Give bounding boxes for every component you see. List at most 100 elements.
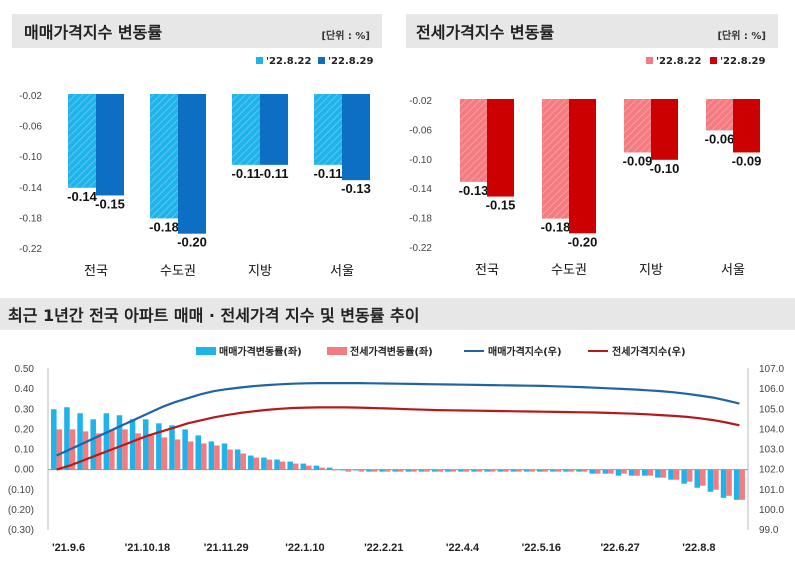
p2-bar-label-2-1: -0.10 xyxy=(650,161,680,176)
trend-bar-0-52 xyxy=(733,469,740,500)
trend-bar-0-41 xyxy=(589,469,595,474)
trend-bar-0-28 xyxy=(418,469,425,472)
trend-left-tick-2: 0.30 xyxy=(15,404,35,415)
trend-x-tick-8: '22.8.8 xyxy=(682,542,715,554)
trend-bar-1-11 xyxy=(201,443,207,470)
p2-bar-0-1 xyxy=(487,99,514,197)
p2-bar-label-3-1: -0.09 xyxy=(732,153,762,168)
trend-x-tick-6: '22.5.16 xyxy=(522,542,561,554)
p1-ytick-2: -0.10 xyxy=(19,152,42,163)
trend-left-tick-8: (0.30) xyxy=(8,525,34,536)
trend-x-tick-0: '21.9.6 xyxy=(52,542,85,554)
trend-bar-1-15 xyxy=(253,457,260,470)
trend-bar-0-11 xyxy=(195,435,202,470)
trend-bar-0-49 xyxy=(694,469,701,488)
sale-legend: '22.8.22 '22.8.29 xyxy=(256,56,373,67)
trend-legend-label-jeonse-change: 전세가격변동률(좌) xyxy=(350,345,433,358)
trend-title-bar xyxy=(0,298,795,330)
trend-bar-0-15 xyxy=(248,455,254,470)
trend-bar-0-44 xyxy=(628,469,635,476)
trend-bar-1-36 xyxy=(529,469,535,472)
p1-category-2: 지방 xyxy=(248,264,272,279)
trend-line-sale-index xyxy=(56,382,740,457)
trend-bar-0-38 xyxy=(550,469,556,472)
trend-left-axis: 0.50 0.40 0.30 0.20 0.10 0.00 (0.10) (0.20) (0.3… xyxy=(8,364,35,536)
trend-bar-0-1 xyxy=(64,407,70,470)
trend-bar-1-26 xyxy=(398,469,404,472)
trend-bar-0-50 xyxy=(707,469,714,492)
jeonse-categories: 전국 수도권 지방 서울 xyxy=(475,263,745,278)
p2-bar-label-1-0: -0.18 xyxy=(541,220,571,235)
p2-bar-3-0 xyxy=(706,99,733,131)
p2-ytick-5: -0.22 xyxy=(409,243,432,254)
trend-bar-0-17 xyxy=(274,459,280,470)
p1-bar-label-0-1: -0.15 xyxy=(95,196,125,211)
trend-legend: 매매가격변동률(좌) 전세가격변동률(좌) 매매가격지수(우) 전세가격지수(우… xyxy=(196,345,686,358)
p2-ytick-4: -0.18 xyxy=(409,214,432,225)
p2-bar-label-0-1: -0.15 xyxy=(486,198,516,213)
trend-bar-0-21 xyxy=(326,467,333,470)
trend-bar-0-5 xyxy=(116,415,123,470)
trend-right-tick-1: 106.0 xyxy=(759,384,784,395)
trend-bar-0-33 xyxy=(484,469,490,472)
trend-bar-1-32 xyxy=(476,469,483,472)
trend-left-tick-6: (0.10) xyxy=(8,485,34,496)
trend-bar-0-14 xyxy=(234,449,241,470)
trend-bar-1-24 xyxy=(371,469,378,472)
trend-bar-1-12 xyxy=(214,445,220,470)
jeonse-legend-swatch-1 xyxy=(710,57,717,64)
trend-legend-swatch-jeonse-change xyxy=(327,347,347,355)
p2-bar-2-1 xyxy=(651,99,678,160)
trend-legend-label-sale-change: 매매가격변동률(좌) xyxy=(219,345,302,358)
sale-y-axis: -0.02 -0.06 -0.10 -0.14 -0.18 -0.22 xyxy=(19,91,42,255)
trend-left-tick-5: 0.00 xyxy=(15,465,35,476)
trend-right-tick-5: 102.0 xyxy=(759,465,784,476)
p1-ytick-4: -0.18 xyxy=(19,213,42,224)
trend-bar-0-6 xyxy=(129,419,136,470)
trend-bar-0-31 xyxy=(458,469,464,472)
trend-right-tick-4: 103.0 xyxy=(759,445,784,456)
trend-bar-1-39 xyxy=(568,469,575,472)
trend-bar-0-46 xyxy=(655,469,661,478)
trend-bar-0-3 xyxy=(90,419,96,470)
jeonse-y-axis: -0.02 -0.06 -0.10 -0.14 -0.18 -0.22 xyxy=(409,96,432,254)
trend-bar-1-18 xyxy=(292,463,299,470)
p2-bar-1-1 xyxy=(569,99,596,234)
trend-bar-0-37 xyxy=(536,469,543,472)
p1-bar-1-0 xyxy=(150,94,178,219)
trend-bar-1-29 xyxy=(437,469,443,472)
p1-category-0: 전국 xyxy=(84,264,108,279)
trend-lines xyxy=(56,382,740,471)
trend-bar-0-22 xyxy=(339,469,346,471)
p2-bar-label-1-1: -0.20 xyxy=(568,234,598,249)
p1-bar-label-3-0: -0.11 xyxy=(314,166,343,181)
trend-left-tick-3: 0.20 xyxy=(15,424,35,435)
trend-bars xyxy=(51,407,745,500)
trend-bar-1-6 xyxy=(135,433,141,470)
trend-bar-0-20 xyxy=(313,465,320,470)
p2-category-3: 서울 xyxy=(721,263,745,278)
trend-bar-1-13 xyxy=(227,449,233,470)
p2-category-0: 전국 xyxy=(475,263,499,278)
p1-bar-0-0 xyxy=(68,94,96,188)
trend-bar-1-45 xyxy=(647,469,654,476)
p2-ytick-3: -0.14 xyxy=(409,184,432,195)
trend-bar-1-0 xyxy=(56,429,63,470)
trend-x-tick-5: '22.4.4 xyxy=(446,542,480,554)
trend-right-tick-3: 104.0 xyxy=(759,424,784,435)
p2-ytick-0: -0.02 xyxy=(409,96,432,107)
trend-bar-1-16 xyxy=(266,459,273,470)
trend-bar-0-25 xyxy=(379,469,385,472)
trend-left-tick-7: (0.20) xyxy=(8,505,34,516)
p2-ytick-1: -0.06 xyxy=(409,125,432,136)
trend-legend-swatch-sale-change xyxy=(196,347,216,355)
trend-bar-1-25 xyxy=(384,469,391,472)
jeonse-chart-unit: [단위 : %] xyxy=(717,29,766,42)
trend-bar-1-31 xyxy=(463,469,470,472)
trend-left-tick-4: 0.10 xyxy=(15,445,35,456)
trend-bar-0-26 xyxy=(392,469,398,472)
jeonse-chart-title: 전세가격지수 변동률 xyxy=(416,23,554,42)
trend-bar-1-23 xyxy=(358,469,365,472)
trend-right-tick-0: 107.0 xyxy=(759,364,784,375)
